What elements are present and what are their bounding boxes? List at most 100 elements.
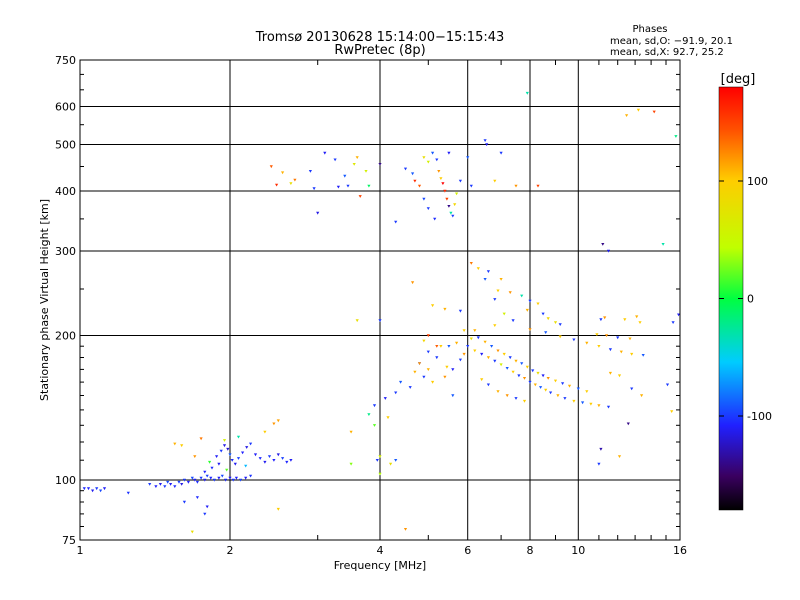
data-point — [625, 114, 629, 117]
data-point — [640, 394, 644, 398]
data-point — [372, 424, 377, 427]
data-point — [99, 489, 103, 493]
data-point — [422, 339, 426, 343]
data-point — [435, 356, 439, 360]
data-point — [276, 507, 280, 511]
data-point — [386, 416, 390, 420]
data-point — [493, 324, 497, 327]
data-point — [553, 321, 558, 324]
data-point — [245, 446, 249, 449]
data-point — [426, 207, 430, 210]
data-point — [522, 399, 527, 403]
data-point — [199, 476, 203, 480]
data-point — [572, 338, 576, 342]
data-point — [285, 460, 289, 464]
data-point — [536, 184, 540, 188]
data-point — [422, 156, 426, 159]
colorbar-tick-label: -100 — [747, 410, 772, 423]
data-point — [462, 329, 466, 332]
data-point — [589, 402, 593, 406]
data-point — [455, 341, 459, 345]
data-point — [486, 356, 490, 360]
phase-info-o: mean, sd,O: −91.9, 20.1 — [610, 36, 733, 47]
data-point — [439, 345, 443, 348]
data-point — [493, 359, 497, 363]
data-point — [378, 319, 382, 323]
data-point — [431, 380, 435, 384]
data-point — [358, 195, 362, 198]
data-point — [367, 184, 371, 188]
data-point — [505, 367, 509, 370]
data-point — [364, 170, 368, 173]
data-point — [205, 474, 209, 478]
data-point — [91, 489, 95, 493]
chart-title: Tromsø 20130628 15:14:00−15:15:43 — [255, 30, 505, 45]
data-point — [209, 476, 213, 480]
data-point — [378, 455, 382, 458]
data-point — [473, 349, 477, 353]
data-point — [173, 485, 177, 488]
data-point — [272, 459, 276, 462]
data-point — [458, 309, 462, 313]
data-point — [349, 430, 353, 434]
data-point — [514, 359, 518, 363]
data-point — [102, 487, 107, 491]
y-tick-label: 500 — [55, 139, 76, 152]
data-point — [544, 388, 548, 392]
data-point — [408, 386, 412, 389]
data-point — [230, 459, 234, 462]
data-point — [394, 459, 398, 462]
data-point — [528, 328, 532, 331]
data-point — [236, 457, 241, 460]
data-point — [469, 262, 473, 265]
data-point — [234, 476, 238, 480]
data-point — [652, 110, 656, 114]
data-point — [281, 171, 285, 175]
data-point — [630, 387, 634, 391]
data-point — [469, 184, 473, 188]
x-tick-label: 4 — [377, 544, 384, 557]
colorbar-ticks: 100 0 -100 — [719, 175, 772, 423]
data-point — [458, 358, 462, 362]
data-point — [517, 374, 521, 378]
x-tick-label: 16 — [673, 544, 687, 557]
data-point — [546, 317, 550, 321]
data-point — [539, 386, 543, 389]
data-point — [426, 368, 430, 371]
data-point — [541, 374, 545, 378]
data-point — [670, 410, 674, 413]
data-point — [148, 483, 152, 486]
data-point — [451, 214, 455, 218]
x-axis-label: Frequency [MHz] — [334, 559, 426, 572]
x-tick-label: 6 — [464, 544, 471, 557]
data-point — [231, 478, 235, 482]
data-point — [486, 383, 490, 387]
data-point — [312, 187, 316, 191]
data-point — [208, 460, 212, 464]
data-point — [263, 430, 267, 434]
data-point — [493, 179, 497, 183]
data-point — [483, 340, 487, 344]
data-point — [435, 345, 439, 348]
data-point — [567, 384, 572, 388]
data-point — [249, 474, 253, 478]
data-point — [447, 345, 451, 348]
data-point — [541, 312, 545, 316]
data-point — [215, 455, 219, 458]
data-point — [525, 308, 529, 312]
data-point — [263, 460, 267, 464]
data-point — [449, 211, 453, 215]
colorbar-tick-label: 100 — [747, 175, 768, 188]
data-point — [275, 183, 279, 187]
data-point — [490, 345, 494, 348]
data-point — [671, 321, 675, 324]
data-point — [445, 365, 449, 369]
data-point — [205, 505, 209, 509]
data-point — [558, 335, 562, 339]
data-point — [212, 478, 216, 482]
data-point — [502, 352, 506, 356]
data-point — [617, 455, 622, 458]
data-point — [483, 139, 487, 142]
data-point — [608, 371, 612, 375]
data-point — [522, 377, 527, 380]
